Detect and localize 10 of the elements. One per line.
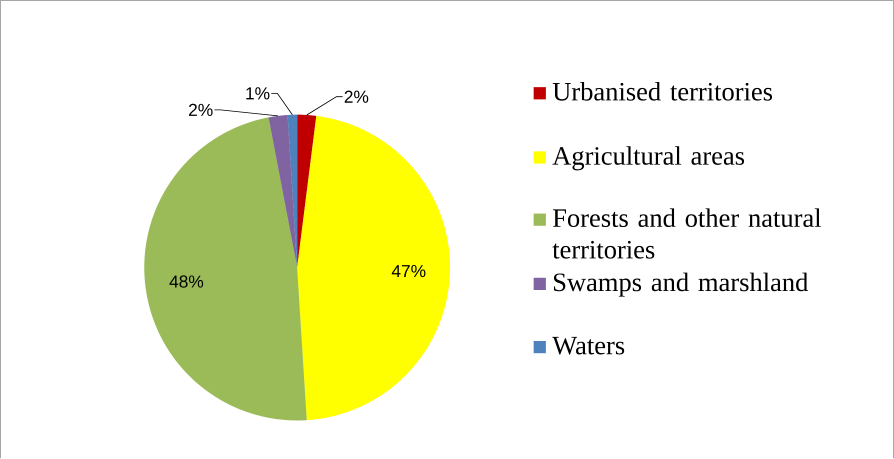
data-label: 47% — [392, 265, 426, 278]
data-label: 48% — [169, 276, 204, 288]
data-label: 2% — [344, 90, 368, 103]
legend-label: Agricultural areas — [552, 146, 744, 170]
data-label: 2% — [189, 104, 213, 116]
data-label: 1% — [246, 87, 270, 100]
legend-label: Urbanised territories — [552, 82, 772, 101]
legend-label: Swamps and marshland — [554, 272, 808, 297]
legend-label: Forests and other natural territories — [552, 208, 822, 259]
legend-label: Waters — [552, 337, 624, 355]
